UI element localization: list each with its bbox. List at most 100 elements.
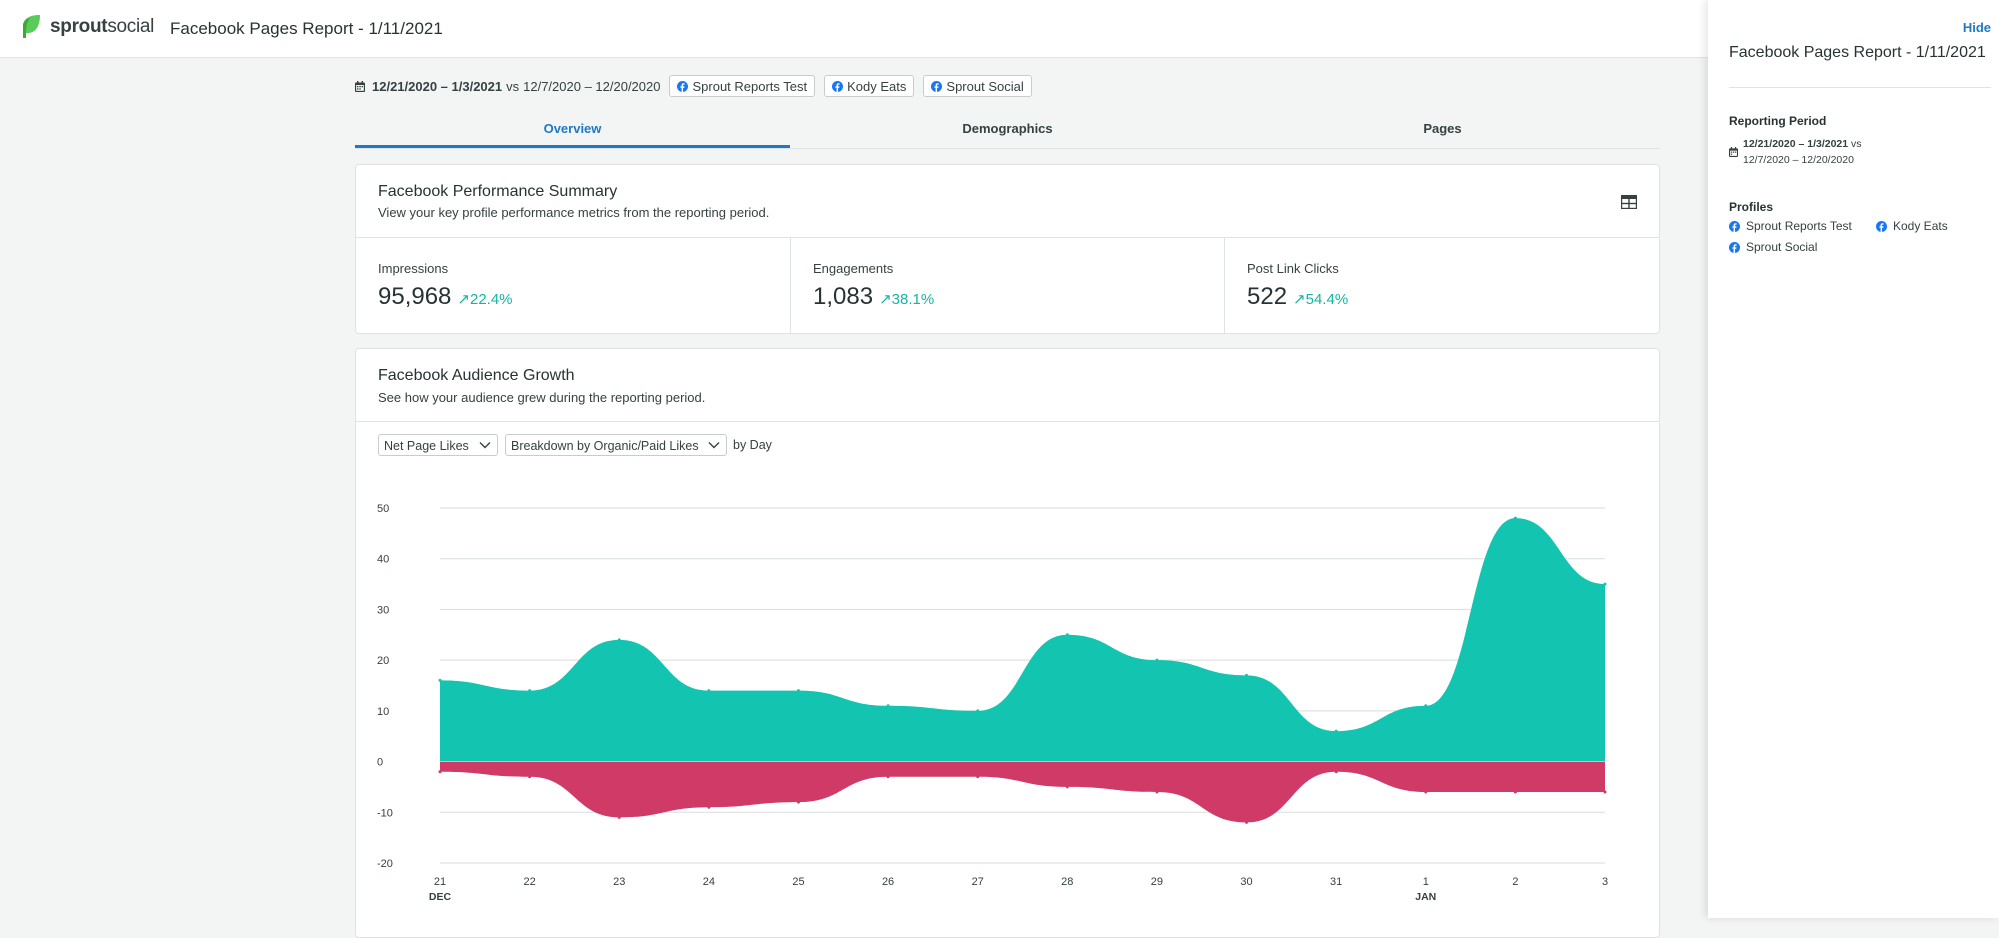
data-point[interactable] <box>1603 582 1607 586</box>
profile-chip-sprout-social[interactable]: Sprout Social <box>923 75 1032 97</box>
data-point[interactable] <box>1513 790 1517 794</box>
data-point[interactable] <box>438 678 442 682</box>
y-tick-label: 20 <box>377 655 389 667</box>
data-point[interactable] <box>1155 790 1159 794</box>
trend-up-icon: ↗ <box>1293 291 1306 308</box>
compare-date-range[interactable]: 12/7/2020 – 12/20/2020 <box>523 78 661 94</box>
data-point[interactable] <box>617 638 621 642</box>
metric-select[interactable]: Net Page Likes <box>378 434 498 456</box>
sprout-social-logo[interactable]: sproutsocial <box>20 14 154 40</box>
summary-divider <box>356 237 1659 238</box>
growth-divider <box>356 421 1659 422</box>
facebook-icon <box>1876 220 1887 232</box>
x-tick-label: 3 <box>1602 876 1608 888</box>
reporting-period-value: 12/21/2020 – 1/3/2021 vs 12/7/2020 – 12/… <box>1729 136 1862 168</box>
growth-subtitle: See how your audience grew during the re… <box>378 390 706 405</box>
profile-chip-sprout-reports-test[interactable]: Sprout Reports Test <box>669 75 816 97</box>
metric-post-link-clicks: Post Link Clicks 522 ↗54.4% <box>1224 237 1659 333</box>
brand-name: sproutsocial <box>50 16 155 37</box>
data-point[interactable] <box>1245 673 1249 677</box>
x-tick-label: 25 <box>792 876 804 888</box>
x-tick-label: 28 <box>1061 876 1073 888</box>
summary-title: Facebook Performance Summary <box>378 183 618 200</box>
data-point[interactable] <box>1334 770 1338 774</box>
data-point[interactable] <box>438 770 442 774</box>
date-vs-label: vs <box>506 78 520 94</box>
profiles-heading: Profiles <box>1729 200 1774 214</box>
panel-profile-sprout-social: Sprout Social <box>1729 240 1817 254</box>
data-point[interactable] <box>617 815 621 819</box>
facebook-icon <box>1729 220 1740 232</box>
tab-overview[interactable]: Overview <box>355 118 790 148</box>
data-point[interactable] <box>528 689 532 693</box>
data-point[interactable] <box>528 775 532 779</box>
data-point[interactable] <box>976 775 980 779</box>
data-point[interactable] <box>1513 516 1517 520</box>
data-point[interactable] <box>1424 790 1428 794</box>
metric-impressions: Impressions 95,968 ↗22.4% <box>378 261 513 310</box>
x-tick-label: 23 <box>613 876 625 888</box>
data-point[interactable] <box>1065 785 1069 789</box>
data-point[interactable] <box>1424 704 1428 708</box>
tab-pages[interactable]: Pages <box>1423 121 1462 136</box>
y-tick-label: 50 <box>377 503 389 515</box>
page-title: Facebook Pages Report - 1/11/2021 <box>170 19 443 38</box>
area-organic-likes[interactable] <box>440 518 1605 762</box>
panel-divider <box>1729 87 1991 88</box>
hide-panel-link[interactable]: Hide <box>1962 20 1991 35</box>
data-point[interactable] <box>1065 633 1069 637</box>
facebook-icon <box>1729 241 1740 253</box>
data-point[interactable] <box>1603 790 1607 794</box>
data-point[interactable] <box>1334 729 1338 733</box>
data-point[interactable] <box>707 689 711 693</box>
x-tick-label: 26 <box>882 876 894 888</box>
trend-up-icon: ↗ <box>879 291 892 308</box>
data-point[interactable] <box>886 704 890 708</box>
facebook-icon <box>677 80 689 92</box>
x-tick-label: 30 <box>1240 876 1252 888</box>
breakdown-select[interactable]: Breakdown by Organic/Paid Likes <box>505 434 727 456</box>
y-tick-label: 40 <box>377 554 389 566</box>
x-tick-label: 22 <box>523 876 535 888</box>
chevron-down-icon <box>479 442 491 449</box>
panel-title: Facebook Pages Report - 1/11/2021 <box>1729 44 1986 61</box>
area-paid-likes[interactable] <box>440 761 1605 823</box>
filter-bar: 12/21/2020 – 1/3/2021 vs 12/7/2020 – 12/… <box>355 75 1032 97</box>
tab-demographics[interactable]: Demographics <box>962 121 1053 136</box>
sprout-leaf-icon <box>23 15 40 38</box>
x-tick-label: 27 <box>972 876 984 888</box>
x-tick-label: 29 <box>1151 876 1163 888</box>
panel-profile-sprout-reports-test: Sprout Reports Test <box>1729 219 1852 233</box>
top-bar: sproutsocial Facebook Pages Report - 1/1… <box>0 0 1999 58</box>
facebook-icon <box>832 80 844 92</box>
y-tick-label: 30 <box>377 604 389 616</box>
by-day-label: by Day <box>733 438 772 452</box>
performance-summary-card: Facebook Performance Summary View your k… <box>355 164 1660 334</box>
data-point[interactable] <box>796 800 800 804</box>
data-point[interactable] <box>976 709 980 713</box>
x-tick-label: 31 <box>1330 876 1342 888</box>
profile-chip-kody-eats[interactable]: Kody Eats <box>824 75 915 97</box>
x-tick-label: 24 <box>703 876 715 888</box>
x-tick-label: 21 <box>434 876 446 888</box>
data-point[interactable] <box>796 689 800 693</box>
growth-title: Facebook Audience Growth <box>378 367 575 384</box>
chevron-down-icon <box>708 442 720 449</box>
data-point[interactable] <box>1155 658 1159 662</box>
data-point[interactable] <box>886 775 890 779</box>
x-month-label: JAN <box>1415 891 1436 903</box>
data-point[interactable] <box>1245 820 1249 824</box>
metric-engagements: Engagements 1,083 ↗38.1% <box>790 237 1224 333</box>
data-point[interactable] <box>707 805 711 809</box>
table-view-icon[interactable] <box>1620 194 1638 214</box>
date-range[interactable]: 12/21/2020 – 1/3/2021 <box>372 78 503 94</box>
x-tick-label: 1 <box>1423 876 1429 888</box>
trend-up-icon: ↗ <box>457 291 470 308</box>
facebook-icon <box>931 80 943 92</box>
y-tick-label: -20 <box>377 858 393 870</box>
report-details-panel: Hide Facebook Pages Report - 1/11/2021 R… <box>1708 0 1999 918</box>
x-tick-label: 2 <box>1512 876 1518 888</box>
calendar-icon <box>1729 147 1738 157</box>
y-tick-label: 0 <box>377 757 383 769</box>
